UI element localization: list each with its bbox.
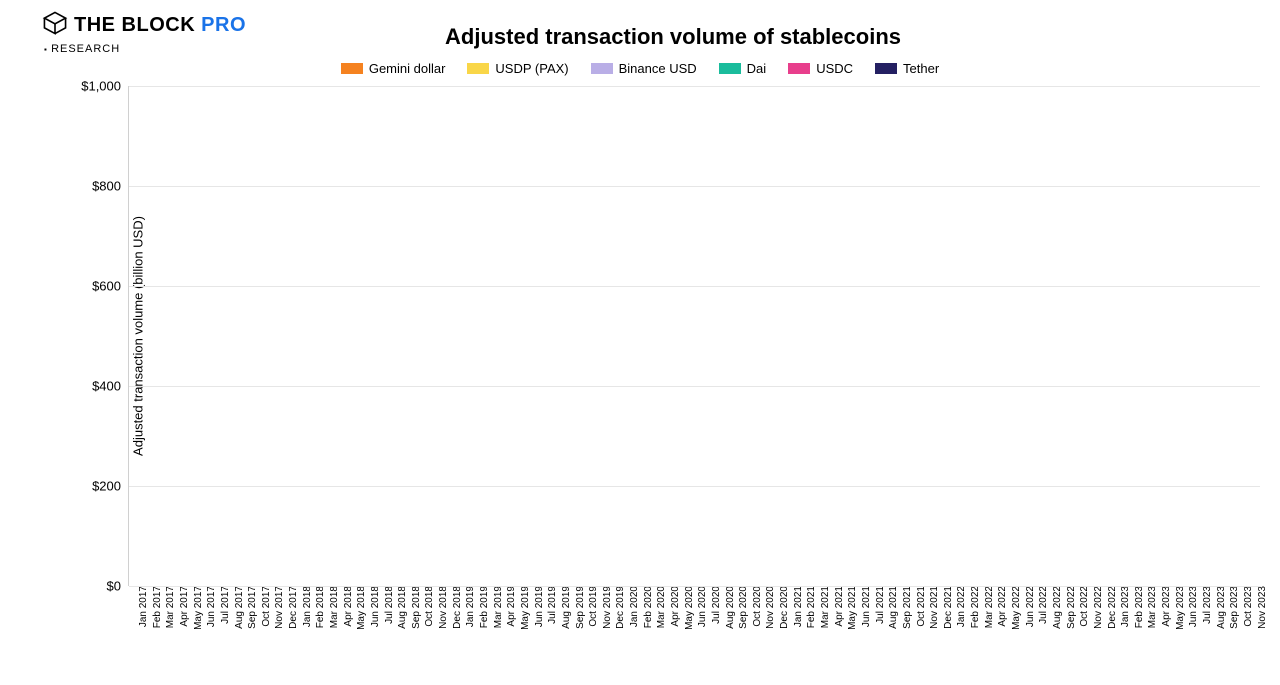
chart-legend: Gemini dollar USDP (PAX) Binance USD Dai USD… <box>0 61 1280 76</box>
bar-container: Jan 2017Feb 2017Mar 2017Apr 2017May 2017… <box>130 86 1260 586</box>
legend-item-busd: Binance USD <box>591 61 697 76</box>
legend-swatch <box>467 63 489 74</box>
legend-label: Tether <box>903 61 939 76</box>
legend-swatch <box>788 63 810 74</box>
plot-area: Jan 2017Feb 2017Mar 2017Apr 2017May 2017… <box>128 86 1260 586</box>
gridline <box>129 386 1260 387</box>
legend-label: Binance USD <box>619 61 697 76</box>
legend-swatch <box>719 63 741 74</box>
ytick-label: $400 <box>92 379 129 394</box>
ytick-label: $600 <box>92 279 129 294</box>
legend-item-usdc: USDC <box>788 61 853 76</box>
ytick-label: $200 <box>92 479 129 494</box>
gridline <box>129 586 1260 587</box>
header: THE BLOCK PRO RESEARCH Adjusted transact… <box>0 0 1280 55</box>
ytick-label: $800 <box>92 179 129 194</box>
chart-title: Adjusted transaction volume of stablecoi… <box>66 24 1280 50</box>
legend-item-dai: Dai <box>719 61 767 76</box>
ytick-label: $0 <box>107 579 129 594</box>
legend-swatch <box>875 63 897 74</box>
legend-item-usdp: USDP (PAX) <box>467 61 568 76</box>
cube-icon <box>42 10 68 41</box>
legend-label: Gemini dollar <box>369 61 446 76</box>
gridline <box>129 486 1260 487</box>
gridline <box>129 86 1260 87</box>
legend-label: Dai <box>747 61 767 76</box>
chart-area: Adjusted transaction volume (billion USD… <box>74 86 1260 586</box>
legend-item-tether: Tether <box>875 61 939 76</box>
legend-label: USDP (PAX) <box>495 61 568 76</box>
legend-swatch <box>591 63 613 74</box>
gridline <box>129 286 1260 287</box>
legend-label: USDC <box>816 61 853 76</box>
ytick-label: $1,000 <box>81 79 129 94</box>
gridline <box>129 186 1260 187</box>
xtick-label: Nov 2023 <box>1251 586 1268 629</box>
legend-item-gusd: Gemini dollar <box>341 61 446 76</box>
legend-swatch <box>341 63 363 74</box>
